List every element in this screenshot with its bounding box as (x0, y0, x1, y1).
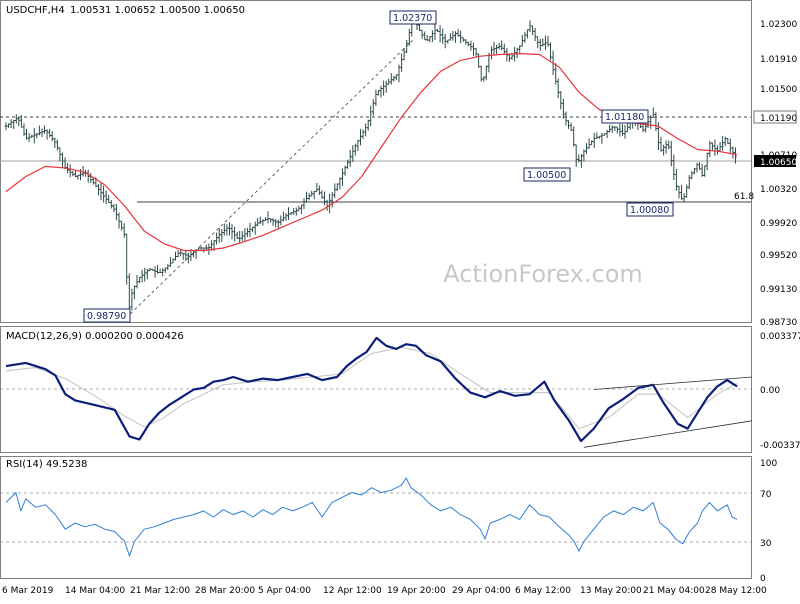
rsi-tick-label: 30 (760, 539, 772, 549)
callout-text: 1.01180 (605, 112, 644, 123)
callout-1-0050: 1.00500 (523, 167, 571, 182)
price-tick-label: 0.98730 (760, 318, 797, 328)
macd-tick-label: -0.003373 (760, 441, 800, 451)
time-axis: 6 Mar 2019 14 Mar 04:00 21 Mar 12:00 28 … (2, 586, 767, 596)
macd-trendline (583, 420, 752, 448)
macd-tick-label: 0.003377 (760, 332, 800, 342)
callout-1-0008: 1.00080 (626, 202, 674, 217)
price-ohlc: 1.00531 1.00652 1.00500 1.00650 (70, 5, 245, 16)
price-tick-label: 1.00320 (760, 185, 797, 195)
macd-title: MACD(12,26,9) 0.000200 0.000426 (6, 331, 184, 342)
callout-box (626, 202, 674, 217)
price-tick-label: 1.01190 (760, 114, 797, 124)
price-symbol: USDCHF,H4 (6, 5, 65, 16)
callout-text: 1.00500 (527, 170, 566, 181)
callout-box (523, 167, 571, 182)
price-tick-label: 1.01910 (760, 55, 797, 65)
time-tick-label: 13 May 20:00 (580, 586, 642, 596)
macd-layer (5, 336, 752, 448)
callout-box (389, 10, 437, 25)
price-candles (4, 15, 737, 314)
time-tick-label: 6 Mar 2019 (2, 586, 54, 596)
time-tick-label: 21 May 04:00 (643, 586, 705, 596)
macd-line (5, 336, 738, 443)
price-y-axis: 1.02300 1.01910 1.01500 1.01190 1.00710 … (753, 20, 797, 328)
price-tag-level (753, 110, 797, 124)
time-tick-label: 6 May 12:00 (515, 586, 571, 596)
price-tick-label: 1.01500 (760, 85, 797, 95)
price-tick-label: 1.02300 (760, 20, 797, 30)
price-tick-label: 0.99130 (760, 285, 797, 295)
time-tick-label: 29 Apr 04:00 (452, 586, 511, 596)
callout-box (601, 109, 649, 124)
rsi-tick-label: 100 (760, 459, 777, 469)
callout-box (83, 308, 131, 323)
rsi-line (5, 477, 738, 557)
time-tick-label: 28 May 12:00 (705, 586, 767, 596)
watermark: ActionForex.com (443, 260, 643, 288)
price-tag-current (754, 155, 796, 167)
time-tick-label: 28 Mar 20:00 (195, 586, 255, 596)
callout-low: 0.98790 (83, 308, 131, 323)
price-tick-label-current: 1.00650 (760, 158, 797, 168)
macd-tick-label: 0.00 (760, 386, 780, 396)
time-tick-label: 21 Mar 12:00 (130, 586, 190, 596)
macd-panel-frame (0, 326, 752, 453)
callout-high: 1.02370 (389, 10, 437, 25)
rsi-panel-frame (0, 456, 752, 579)
price-tick-label: 0.99920 (760, 219, 797, 229)
callout-1-0118: 1.01180 (601, 109, 649, 124)
rsi-tick-label: 0 (760, 574, 766, 584)
rising-trendline (125, 37, 416, 319)
time-tick-label: 5 Apr 04:00 (258, 586, 311, 596)
macd-trendline (593, 376, 752, 390)
time-tick-label: 12 Apr 12:00 (323, 586, 382, 596)
callout-text: 1.02370 (393, 13, 432, 24)
time-tick-label: 14 Mar 04:00 (65, 586, 125, 596)
fib-618-label: 61.8 (734, 192, 754, 202)
rsi-title: RSI(14) 49.5238 (6, 459, 87, 470)
callout-text: 1.00080 (630, 205, 669, 216)
macd-signal-line (5, 346, 738, 430)
rsi-tick-label: 70 (760, 490, 772, 500)
price-tick-label: 0.99520 (760, 251, 797, 261)
rsi-layer (5, 477, 738, 557)
callout-text: 0.98790 (87, 311, 126, 322)
time-tick-label: 19 Apr 20:00 (387, 586, 446, 596)
